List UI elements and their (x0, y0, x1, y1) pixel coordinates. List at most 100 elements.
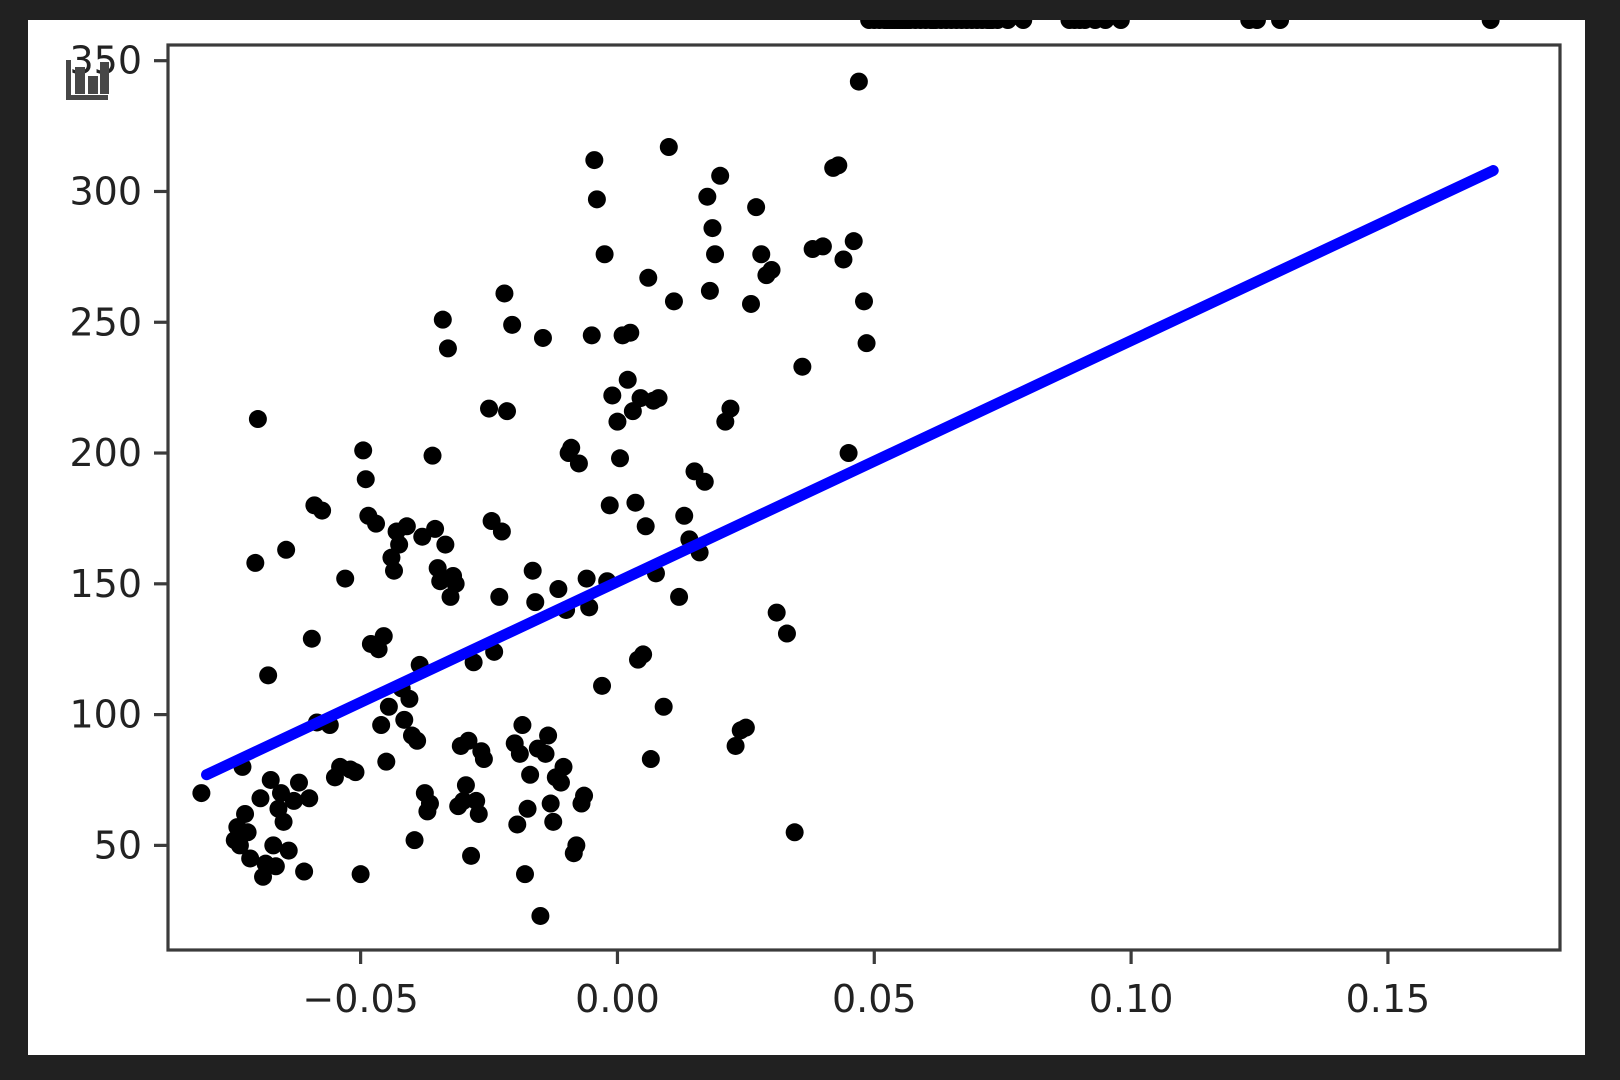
data-point (295, 862, 314, 881)
x-axis-ticks: −0.05 0.00 0.05 0.10 0.15 (302, 950, 1430, 1021)
data-point (302, 629, 321, 648)
data-point (636, 517, 655, 536)
data-point (726, 736, 745, 755)
data-point (767, 603, 786, 622)
data-point (492, 522, 511, 541)
data-point (855, 292, 873, 311)
data-point (313, 501, 332, 520)
y-tick-label: 150 (69, 562, 142, 606)
x-tick-label: 0.00 (575, 977, 660, 1021)
data-point (420, 794, 439, 813)
data-point (569, 454, 588, 473)
data-point (464, 653, 483, 672)
data-point (264, 836, 283, 855)
data-point (336, 569, 355, 588)
data-point (603, 386, 622, 405)
data-point (518, 799, 537, 818)
data-point (626, 493, 645, 512)
data-point (654, 697, 673, 716)
data-point (659, 138, 678, 157)
data-point (241, 849, 260, 868)
bar-chart-icon[interactable] (64, 58, 110, 102)
data-point (600, 496, 619, 515)
data-point (618, 370, 637, 389)
data-point (544, 812, 563, 831)
data-point (621, 323, 640, 342)
data-point (385, 561, 404, 580)
y-tick-label: 300 (69, 169, 142, 213)
data-point (577, 569, 596, 588)
regression-line (201, 165, 1499, 781)
data-point (454, 791, 473, 810)
data-point (695, 472, 714, 491)
data-point (354, 441, 373, 460)
data-point (490, 587, 509, 606)
data-point (575, 786, 594, 805)
x-tick-label: 0.05 (832, 977, 917, 1021)
data-point (741, 294, 760, 313)
data-point (521, 765, 540, 784)
data-point (698, 187, 717, 206)
data-point (436, 535, 455, 554)
data-point (495, 284, 514, 303)
data-point (426, 519, 445, 538)
data-point (238, 823, 257, 842)
data-point (541, 794, 560, 813)
y-tick-label: 50 (94, 823, 142, 867)
data-point (551, 773, 570, 792)
data-point (849, 72, 868, 91)
data-point (539, 726, 558, 745)
data-point (377, 752, 396, 771)
matplotlib-figure: −0.05 0.00 0.05 0.10 0.15 50 100 150 200 250 300 3… (28, 20, 1585, 1055)
data-point (834, 250, 853, 269)
data-point (585, 151, 604, 170)
data-point (372, 716, 391, 735)
x-tick-label: −0.05 (302, 977, 418, 1021)
data-point (408, 731, 427, 750)
data-point (562, 438, 581, 457)
data-point (351, 865, 370, 884)
data-point (474, 750, 493, 769)
data-point (1271, 20, 1290, 29)
data-point (649, 389, 668, 408)
data-point (397, 517, 416, 536)
data-point (508, 815, 527, 834)
data-point (390, 535, 409, 554)
data-point (777, 624, 796, 643)
data-point (513, 716, 532, 735)
data-point (526, 593, 545, 612)
data-point (582, 326, 601, 345)
data-point (279, 841, 298, 860)
data-point (721, 399, 740, 418)
data-point (284, 791, 303, 810)
data-point (192, 784, 211, 803)
plot-area-frame (166, 43, 1562, 952)
data-point (405, 831, 424, 850)
data-point (274, 812, 293, 831)
data-point (266, 857, 285, 876)
data-point (523, 561, 542, 580)
data-point (510, 744, 529, 763)
data-point (567, 836, 586, 855)
data-point (1096, 20, 1115, 29)
data-point (456, 776, 475, 795)
data-point (251, 789, 270, 808)
data-point (844, 232, 863, 251)
y-tick-label: 100 (69, 693, 142, 737)
data-point (785, 823, 804, 842)
data-point (664, 292, 683, 311)
data-point (762, 260, 781, 279)
data-point (998, 20, 1017, 29)
data-point (346, 763, 365, 782)
data-point (670, 587, 689, 606)
data-point (752, 245, 771, 264)
data-point (711, 166, 730, 185)
data-point (587, 190, 606, 209)
x-tick-label: 0.10 (1089, 977, 1174, 1021)
data-point (703, 219, 722, 238)
data-point (503, 315, 522, 334)
data-point (634, 645, 653, 664)
data-point (379, 697, 398, 716)
data-point (593, 676, 612, 695)
